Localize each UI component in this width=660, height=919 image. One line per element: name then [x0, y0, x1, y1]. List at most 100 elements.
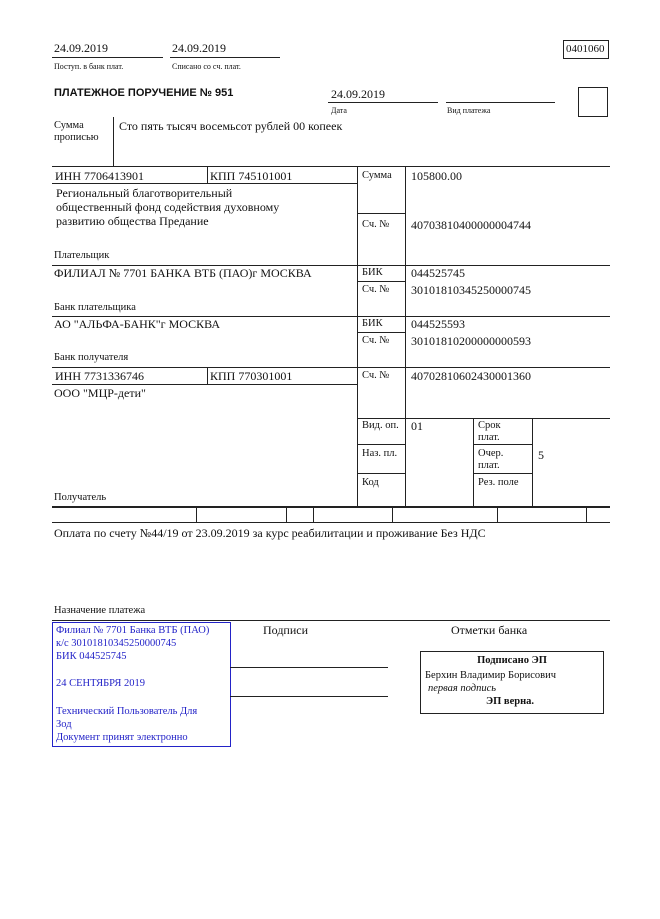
- divider: [196, 507, 197, 522]
- purpose-label: Назначение платежа: [54, 605, 146, 616]
- divider: [473, 418, 474, 506]
- payer-account-label: Сч. №: [362, 219, 390, 230]
- amount-words-label-1: Сумма: [54, 120, 84, 131]
- divider: [52, 384, 357, 385]
- empty-box: [578, 87, 608, 117]
- payer-bank-name: ФИЛИАЛ № 7701 БАНКА ВТБ (ПАО)г МОСКВА: [54, 266, 312, 280]
- order-date: 24.09.2019: [331, 87, 385, 101]
- payer-name-3: развитию общества Предание: [56, 214, 209, 228]
- signature-line: [230, 667, 388, 668]
- payer-name-1: Региональный благотворительный: [56, 186, 233, 200]
- divider: [52, 620, 610, 621]
- payee-bank-label: Банк получателя: [54, 352, 129, 363]
- divider: [170, 57, 280, 58]
- payer-bank-label: Банк плательщика: [54, 302, 136, 313]
- payer-label: Плательщик: [54, 250, 110, 261]
- payee-name: ООО "МЦР-дети": [54, 386, 146, 400]
- amount-words-label-2: прописью: [54, 132, 99, 143]
- amount-words: Сто пять тысяч восемьсот рублей 00 копее…: [119, 119, 343, 133]
- payee-inn: ИНН 7731336746: [55, 369, 144, 383]
- esign-status: ЭП верна.: [486, 696, 535, 707]
- stamp-line: БИК 044525745: [56, 651, 127, 662]
- op-type-label: Вид. оп.: [362, 420, 399, 431]
- esign-signer: Берхин Владимир Борисович: [425, 670, 556, 681]
- payee-bik: 044525593: [411, 317, 465, 331]
- payment-type-label: Вид платежа: [447, 106, 491, 115]
- received-date: 24.09.2019: [54, 41, 108, 55]
- divider: [52, 265, 610, 266]
- divider: [473, 473, 532, 474]
- reserve-label: Рез. поле: [478, 477, 519, 488]
- payer-bank-account: 30101810345250000745: [411, 283, 531, 297]
- divider: [586, 507, 587, 522]
- divider: [52, 506, 610, 508]
- payee-account-label: Сч. №: [362, 370, 390, 381]
- divider: [313, 507, 314, 522]
- divider: [52, 367, 610, 368]
- divider: [357, 332, 405, 333]
- form-code-box: 0401060: [563, 40, 609, 59]
- bank-marks-label: Отметки банка: [451, 623, 528, 637]
- op-type: 01: [411, 419, 423, 433]
- divider: [357, 281, 405, 282]
- divider: [357, 166, 358, 506]
- payer-bank-account-label: Сч. №: [362, 284, 390, 295]
- payee-label: Получатель: [54, 492, 107, 503]
- divider: [357, 473, 405, 474]
- divider: [497, 507, 498, 522]
- divider: [405, 166, 406, 506]
- stamp-line: 24 СЕНТЯБРЯ 2019: [56, 678, 145, 689]
- stamp-line: Зод: [56, 719, 72, 730]
- date-label: Дата: [331, 106, 347, 115]
- term-label-1: Срок: [478, 420, 501, 431]
- divider: [286, 507, 287, 522]
- page-title: ПЛАТЕЖНОЕ ПОРУЧЕНИЕ № 951: [54, 87, 234, 99]
- divider: [52, 183, 357, 184]
- signature-line: [230, 696, 388, 697]
- stamp-line: к/с 30101810345250000745: [56, 638, 177, 649]
- amount: 105800.00: [411, 169, 462, 183]
- payee-kpp: КПП 770301001: [210, 369, 293, 383]
- divider: [52, 522, 610, 523]
- debited-label: Списано со сч. плат.: [172, 62, 241, 71]
- stamp-line: Технический Пользователь Для: [56, 706, 198, 717]
- payer-bik-label: БИК: [362, 267, 383, 278]
- priority-label-2: плат.: [478, 460, 500, 471]
- divider: [207, 367, 208, 384]
- priority-label-1: Очер.: [478, 448, 504, 459]
- signatures-label: Подписи: [263, 623, 309, 637]
- payee-bank-account-label: Сч. №: [362, 335, 390, 346]
- payee-bik-label: БИК: [362, 318, 383, 329]
- payee-bank-account: 30101810200000000593: [411, 334, 531, 348]
- divider: [328, 102, 438, 103]
- payer-bik: 044525745: [411, 266, 465, 280]
- divider: [207, 166, 208, 183]
- form-code: 0401060: [566, 43, 605, 55]
- divider: [357, 213, 405, 214]
- divider: [113, 117, 114, 166]
- payer-name-2: общественный фонд содействия духовному: [56, 200, 280, 214]
- divider: [52, 166, 610, 167]
- divider: [357, 418, 610, 419]
- divider: [446, 102, 555, 103]
- divider: [357, 444, 405, 445]
- priority: 5: [538, 448, 544, 462]
- payer-account: 40703810400000004744: [411, 218, 531, 232]
- divider: [52, 57, 163, 58]
- stamp-line: Филиал № 7701 Банка ВТБ (ПАО): [56, 625, 210, 636]
- esign-role: первая подпись: [428, 683, 497, 694]
- stamp-line: Документ принят электронно: [56, 732, 188, 743]
- divider: [392, 507, 393, 522]
- payee-account: 40702810602430001360: [411, 369, 531, 383]
- code-label: Код: [362, 477, 379, 488]
- payer-kpp: КПП 745101001: [210, 169, 293, 183]
- payer-inn: ИНН 7706413901: [55, 169, 144, 183]
- amount-label: Сумма: [362, 170, 392, 181]
- esign-title: Подписано ЭП: [477, 655, 547, 666]
- divider: [473, 444, 532, 445]
- purpose-code-label: Наз. пл.: [362, 448, 398, 459]
- payee-bank-name: АО "АЛЬФА-БАНК"г МОСКВА: [54, 317, 221, 331]
- received-label: Поступ. в банк плат.: [54, 62, 124, 71]
- term-label-2: плат.: [478, 432, 500, 443]
